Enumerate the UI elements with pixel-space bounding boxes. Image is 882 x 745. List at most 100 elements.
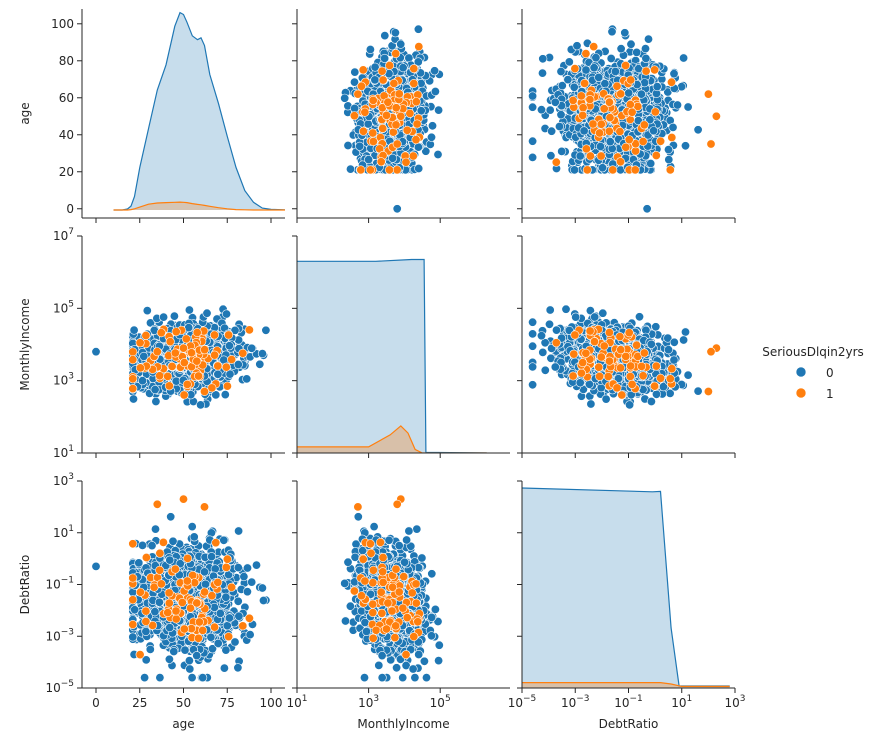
scatter-point (640, 44, 650, 54)
scatter-point (394, 89, 404, 99)
scatter-point (391, 120, 401, 130)
scatter-point (421, 146, 431, 156)
scatter-point (370, 75, 380, 85)
scatter-point (604, 126, 614, 136)
scatter-point (597, 163, 607, 173)
scatter-point (233, 359, 243, 369)
scatter-point (649, 126, 659, 136)
scatter-point (164, 381, 174, 391)
scatter-point (412, 119, 422, 129)
scatter-point (343, 141, 353, 151)
scatter-point (409, 64, 419, 74)
scatter-point (411, 97, 421, 107)
scatter-point (222, 309, 232, 319)
scatter-point (356, 81, 366, 91)
scatter-point (224, 341, 234, 351)
scatter-point (165, 337, 175, 347)
scatter-point (213, 361, 223, 371)
scatter-point (210, 330, 220, 340)
scatter-point (557, 146, 567, 156)
scatter-point (389, 78, 399, 88)
scatter-point (569, 165, 579, 175)
scatter-point (210, 350, 220, 360)
scatter-point (434, 105, 444, 115)
panel-content (91, 304, 271, 410)
scatter-point (634, 312, 644, 322)
scatter-point (576, 91, 586, 101)
scatter-point (363, 119, 373, 129)
scatter-point (353, 89, 363, 99)
density-line-class-1 (297, 425, 487, 453)
scatter-point (538, 54, 548, 64)
scatter-point (528, 152, 538, 162)
scatter-point (544, 319, 554, 329)
panel-content (528, 304, 721, 410)
scatter-point (608, 165, 618, 175)
scatter-point (225, 369, 235, 379)
scatter-point (355, 141, 365, 151)
scatter-point (605, 137, 615, 147)
scatter-point (401, 157, 411, 167)
scatter-point (135, 363, 145, 373)
density-fill-class-1 (297, 425, 487, 453)
scatter-point (365, 44, 375, 54)
scatter-point (546, 151, 556, 161)
scatter-point (380, 53, 390, 63)
scatter-point (170, 348, 180, 358)
scatter-point (179, 358, 189, 368)
scatter-point (616, 44, 626, 54)
tick-base: 10 (53, 229, 68, 243)
scatter-point (200, 345, 210, 355)
scatter-point (179, 343, 189, 353)
scatter-point (620, 28, 630, 38)
scatter-point (596, 151, 606, 161)
panel-age-vs-DebtRatio (517, 9, 736, 223)
panel-MonthlyIncome-vs-MonthlyIncome (292, 235, 510, 458)
scatter-point (142, 306, 152, 316)
scatter-point (528, 380, 538, 390)
scatter-point (641, 66, 651, 76)
scatter-point (554, 122, 564, 132)
y-tick-label: 105 (53, 299, 74, 315)
panel-content (297, 258, 487, 453)
scatter-point (358, 65, 368, 75)
scatter-point (392, 204, 402, 214)
scatter-point (356, 165, 366, 175)
tick-exponent: 7 (68, 227, 74, 237)
scatter-point (572, 41, 582, 51)
density-fill-class-0 (297, 259, 487, 453)
scatter-point (638, 137, 648, 147)
scatter-point (630, 165, 640, 175)
scatter-point (408, 151, 418, 161)
scatter-point (645, 115, 655, 125)
scatter-point (380, 31, 390, 41)
scatter-point (391, 103, 401, 113)
scatter-point (391, 49, 401, 59)
scatter-point (392, 165, 402, 175)
scatter-point (414, 164, 424, 174)
y-tick-label: 0 (66, 202, 74, 216)
scatter-point (589, 42, 599, 52)
y-tick-label: 107 (53, 227, 74, 243)
scatter-point (152, 347, 162, 357)
scatter-point (605, 113, 615, 123)
tick-base: 10 (53, 446, 68, 460)
scatter-point (388, 153, 398, 163)
scatter-point (128, 355, 138, 365)
panel-content (113, 11, 285, 211)
scatter-point (368, 95, 378, 105)
scatter-point (398, 63, 408, 73)
scatter-point (599, 104, 609, 114)
scatter-point (612, 81, 622, 91)
scatter-point (345, 164, 355, 174)
scatter-point (179, 390, 189, 400)
scatter-point (91, 347, 101, 357)
scatter-point (642, 204, 652, 214)
scatter-point (528, 91, 538, 101)
scatter-point (365, 165, 375, 175)
scatter-class-1 (349, 42, 424, 175)
scatter-point (411, 135, 421, 145)
scatter-point (556, 110, 566, 120)
scatter-point (561, 304, 571, 314)
